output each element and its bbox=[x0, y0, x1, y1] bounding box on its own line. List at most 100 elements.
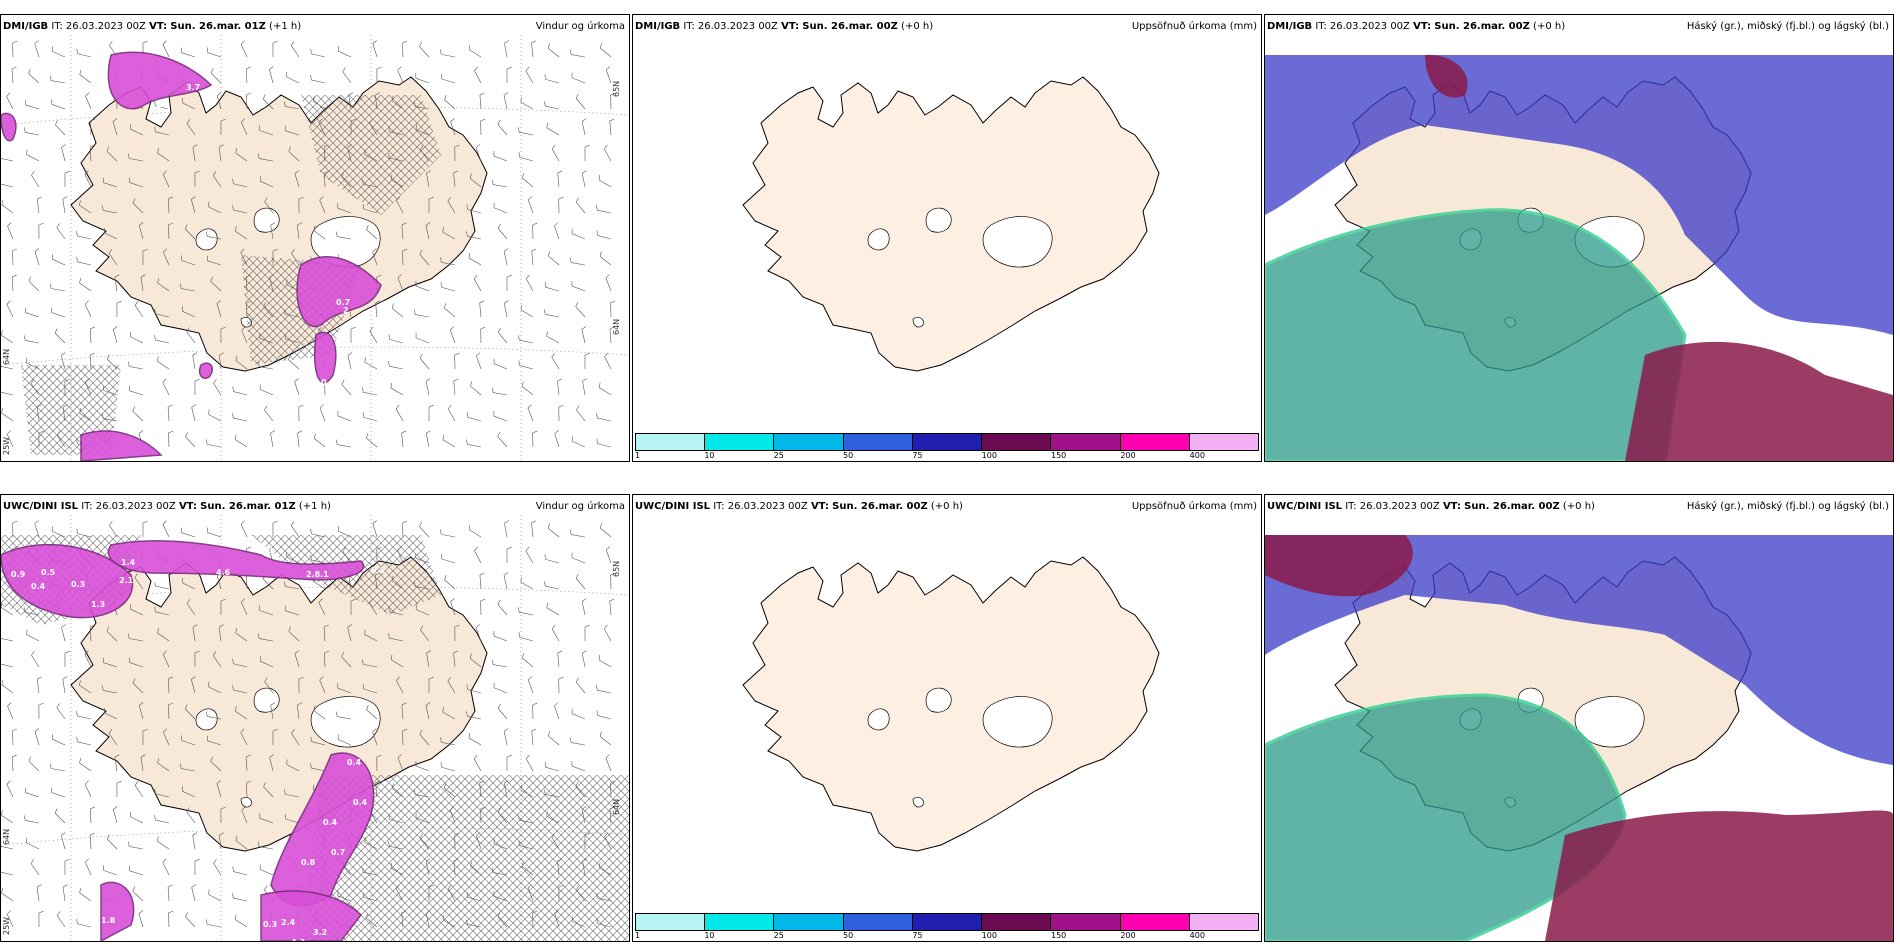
wind-barb bbox=[397, 549, 404, 564]
wind-barb-flag bbox=[475, 624, 480, 629]
wind-barb-flag bbox=[54, 808, 58, 814]
wind-barb-flag bbox=[466, 684, 468, 690]
wind-barb-flag bbox=[390, 174, 393, 180]
wind-barb bbox=[51, 288, 66, 292]
wind-barb bbox=[338, 530, 352, 538]
wind-barb-flag bbox=[468, 524, 471, 530]
wind-barb bbox=[155, 131, 170, 136]
wind-barb bbox=[519, 365, 534, 370]
wind-barb-flag bbox=[599, 43, 603, 49]
wind-barb-flag bbox=[426, 650, 431, 654]
wind-barb-flag bbox=[34, 728, 40, 732]
wind-barb-flag bbox=[76, 256, 78, 262]
wind-barb bbox=[246, 302, 248, 318]
wind-barb bbox=[52, 51, 66, 58]
wind-barb-flag bbox=[128, 361, 130, 367]
wind-barb-flag bbox=[606, 66, 611, 71]
wind-barb bbox=[25, 132, 40, 136]
wind-barb-flag bbox=[216, 300, 221, 304]
wind-barb-flag bbox=[479, 780, 485, 784]
wind-barb bbox=[234, 439, 248, 448]
wind-barb bbox=[192, 147, 196, 162]
wind-barb-flag bbox=[62, 884, 68, 888]
wind-barb bbox=[103, 418, 118, 422]
wind-barb bbox=[442, 439, 456, 448]
wind-barb bbox=[186, 811, 196, 824]
wind-barb bbox=[598, 659, 612, 668]
wind-barb-flag bbox=[391, 303, 394, 309]
wind-barb-flag bbox=[401, 222, 407, 226]
wind-barb bbox=[545, 286, 560, 292]
wind-barb bbox=[554, 225, 560, 240]
glacier bbox=[925, 687, 952, 713]
wind-barb-flag bbox=[192, 144, 198, 148]
wind-barb-flag bbox=[64, 170, 70, 174]
panel-title: UWC/DINI ISL IT: 26.03.2023 00Z VT: Sun.… bbox=[1267, 501, 1595, 512]
wind-barb bbox=[389, 611, 404, 616]
wind-barb-flag bbox=[442, 434, 445, 440]
wind-barb bbox=[450, 121, 456, 136]
wind-barb bbox=[54, 332, 66, 344]
wind-barb bbox=[389, 845, 404, 850]
wind-barb bbox=[28, 281, 40, 292]
wind-barb-flag bbox=[469, 653, 472, 659]
wind-barb-flag bbox=[466, 204, 468, 210]
wind-barb bbox=[426, 653, 430, 668]
wind-barb-flag bbox=[241, 598, 246, 603]
wind-barb bbox=[235, 840, 248, 850]
precip-value-label: 0.4 bbox=[31, 582, 46, 591]
wind-barb-flag bbox=[168, 196, 173, 200]
wind-barb-flag bbox=[313, 96, 315, 102]
wind-barb bbox=[493, 687, 508, 694]
wind-barb-flag bbox=[37, 196, 42, 200]
wind-barb-flag bbox=[157, 148, 159, 154]
wind-barb bbox=[6, 96, 14, 110]
wind-barb-flag bbox=[396, 196, 400, 201]
colorbar-swatch bbox=[705, 914, 775, 930]
wind-barb bbox=[571, 557, 586, 564]
wind-barb bbox=[551, 148, 560, 162]
wind-barb-flag bbox=[569, 257, 572, 263]
wind-barb bbox=[62, 679, 66, 694]
wind-barb-flag bbox=[168, 702, 173, 706]
wind-barb bbox=[6, 434, 14, 448]
wind-barb-flag bbox=[582, 650, 587, 654]
wind-barb bbox=[30, 383, 40, 396]
colorbar-swatch bbox=[1051, 434, 1121, 450]
colorbar-tick-label: 200 bbox=[1120, 451, 1136, 460]
wind-barb-flag bbox=[79, 200, 81, 206]
glacier bbox=[1574, 696, 1645, 748]
wind-barb-flag bbox=[551, 144, 556, 150]
wind-barb bbox=[527, 679, 534, 694]
wind-barb-flag bbox=[140, 754, 146, 758]
wind-barb bbox=[103, 182, 118, 188]
wind-barb bbox=[551, 836, 560, 850]
wind-barb bbox=[547, 48, 560, 58]
wind-barb bbox=[493, 895, 508, 902]
wind-barb-flag bbox=[297, 702, 302, 706]
wind-barb bbox=[468, 49, 482, 58]
wind-barb bbox=[1, 845, 14, 850]
wind-barb bbox=[89, 329, 92, 344]
wind-barb-flag bbox=[101, 205, 104, 211]
wind-barb bbox=[11, 757, 14, 772]
colorbar-swatch bbox=[1051, 914, 1121, 930]
wind-barb bbox=[520, 581, 534, 590]
wind-barb bbox=[470, 865, 482, 876]
wind-barb bbox=[319, 679, 326, 694]
wind-barb-flag bbox=[90, 118, 96, 122]
wind-barb-flag bbox=[38, 910, 44, 914]
wind-barb-flag bbox=[362, 387, 364, 393]
wind-barb bbox=[246, 782, 248, 798]
wind-barb bbox=[191, 407, 196, 422]
wind-barb-flag bbox=[342, 547, 346, 552]
wind-barb bbox=[233, 663, 248, 668]
wind-barb-flag bbox=[546, 331, 548, 337]
wind-barb-flag bbox=[206, 439, 208, 445]
wind-barb bbox=[609, 121, 612, 136]
wind-barb-flag bbox=[544, 554, 546, 560]
wind-barb bbox=[106, 631, 118, 642]
wind-barb bbox=[181, 740, 196, 746]
wind-barb-flag bbox=[235, 627, 238, 633]
wind-barb-flag bbox=[62, 404, 68, 408]
